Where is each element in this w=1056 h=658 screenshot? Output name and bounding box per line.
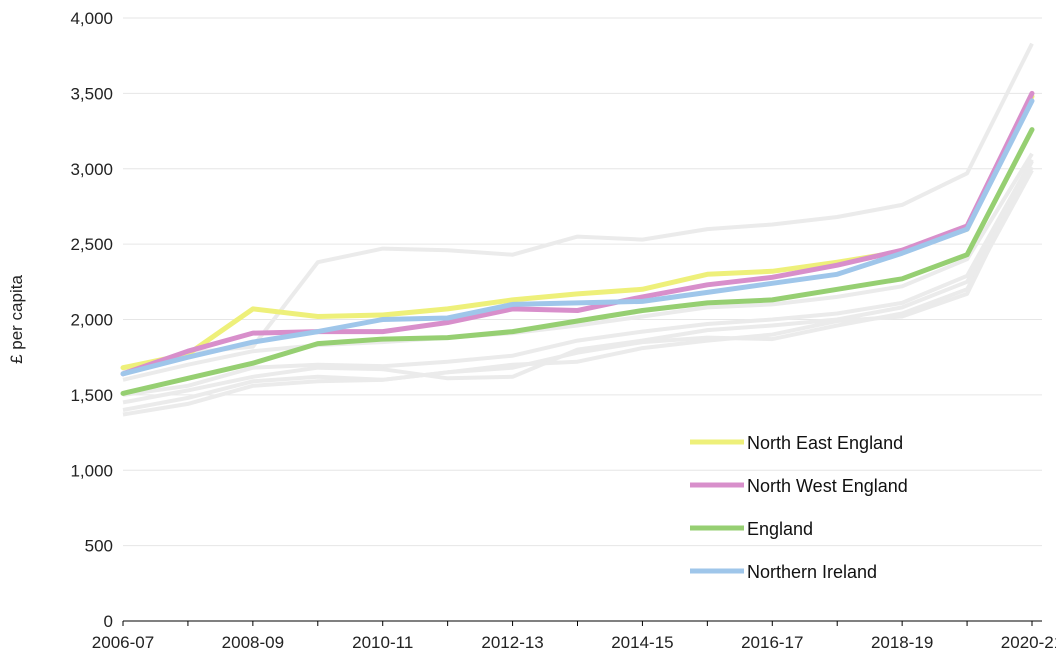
x-tick-label: 2010-11 (352, 633, 413, 652)
y-tick-label: 1,000 (70, 461, 113, 480)
legend: North East England North West England Engl… (690, 433, 908, 582)
x-tick-label: 2014-15 (611, 633, 673, 652)
background-series-lines (122, 42, 1034, 417)
y-tick-label: 1,500 (70, 386, 113, 405)
y-tick-label: 4,000 (70, 9, 113, 28)
background-series-line (122, 42, 1034, 375)
legend-label-north-east-england: North East England (747, 433, 903, 453)
x-tick-label: 2016-17 (741, 633, 803, 652)
gridlines (123, 17, 1042, 547)
legend-label-england: England (747, 519, 813, 539)
y-tick-label: 3,000 (70, 160, 113, 179)
y-tick-label: 2,000 (70, 311, 113, 330)
y-tick-label: 3,500 (70, 84, 113, 103)
background-series-line (122, 166, 1034, 405)
legend-label-north-west-england: North West England (747, 476, 908, 496)
x-tick-label: 2018-19 (871, 633, 933, 652)
highlighted-series-lines (120, 90, 1035, 396)
x-tick-label: 2008-09 (222, 633, 284, 652)
x-tick-label: 2006-07 (92, 633, 154, 652)
y-axis-tick-labels: 0 500 1,000 1,500 2,000 2,500 3,000 3,500 4,000 (70, 9, 113, 631)
background-series-line (122, 160, 1034, 417)
x-axis-tick-labels: 2006-07 2008-09 2010-11 2012-13 2014-15 2016-… (92, 621, 1056, 652)
x-tick-label: 2020-21 (1001, 633, 1056, 652)
legend-label-northern-ireland: Northern Ireland (747, 562, 877, 582)
background-series-line (122, 158, 1034, 397)
series-line-england (120, 127, 1035, 396)
background-series-line (122, 152, 1034, 382)
y-tick-label: 2,500 (70, 235, 113, 254)
series-line-northern-ireland (120, 98, 1035, 377)
y-tick-label: 500 (85, 537, 113, 556)
y-tick-label: 0 (104, 612, 113, 631)
y-axis-title: £ per capita (7, 275, 26, 364)
x-tick-label: 2012-13 (481, 633, 543, 652)
series-line-north-west-england (120, 90, 1035, 377)
